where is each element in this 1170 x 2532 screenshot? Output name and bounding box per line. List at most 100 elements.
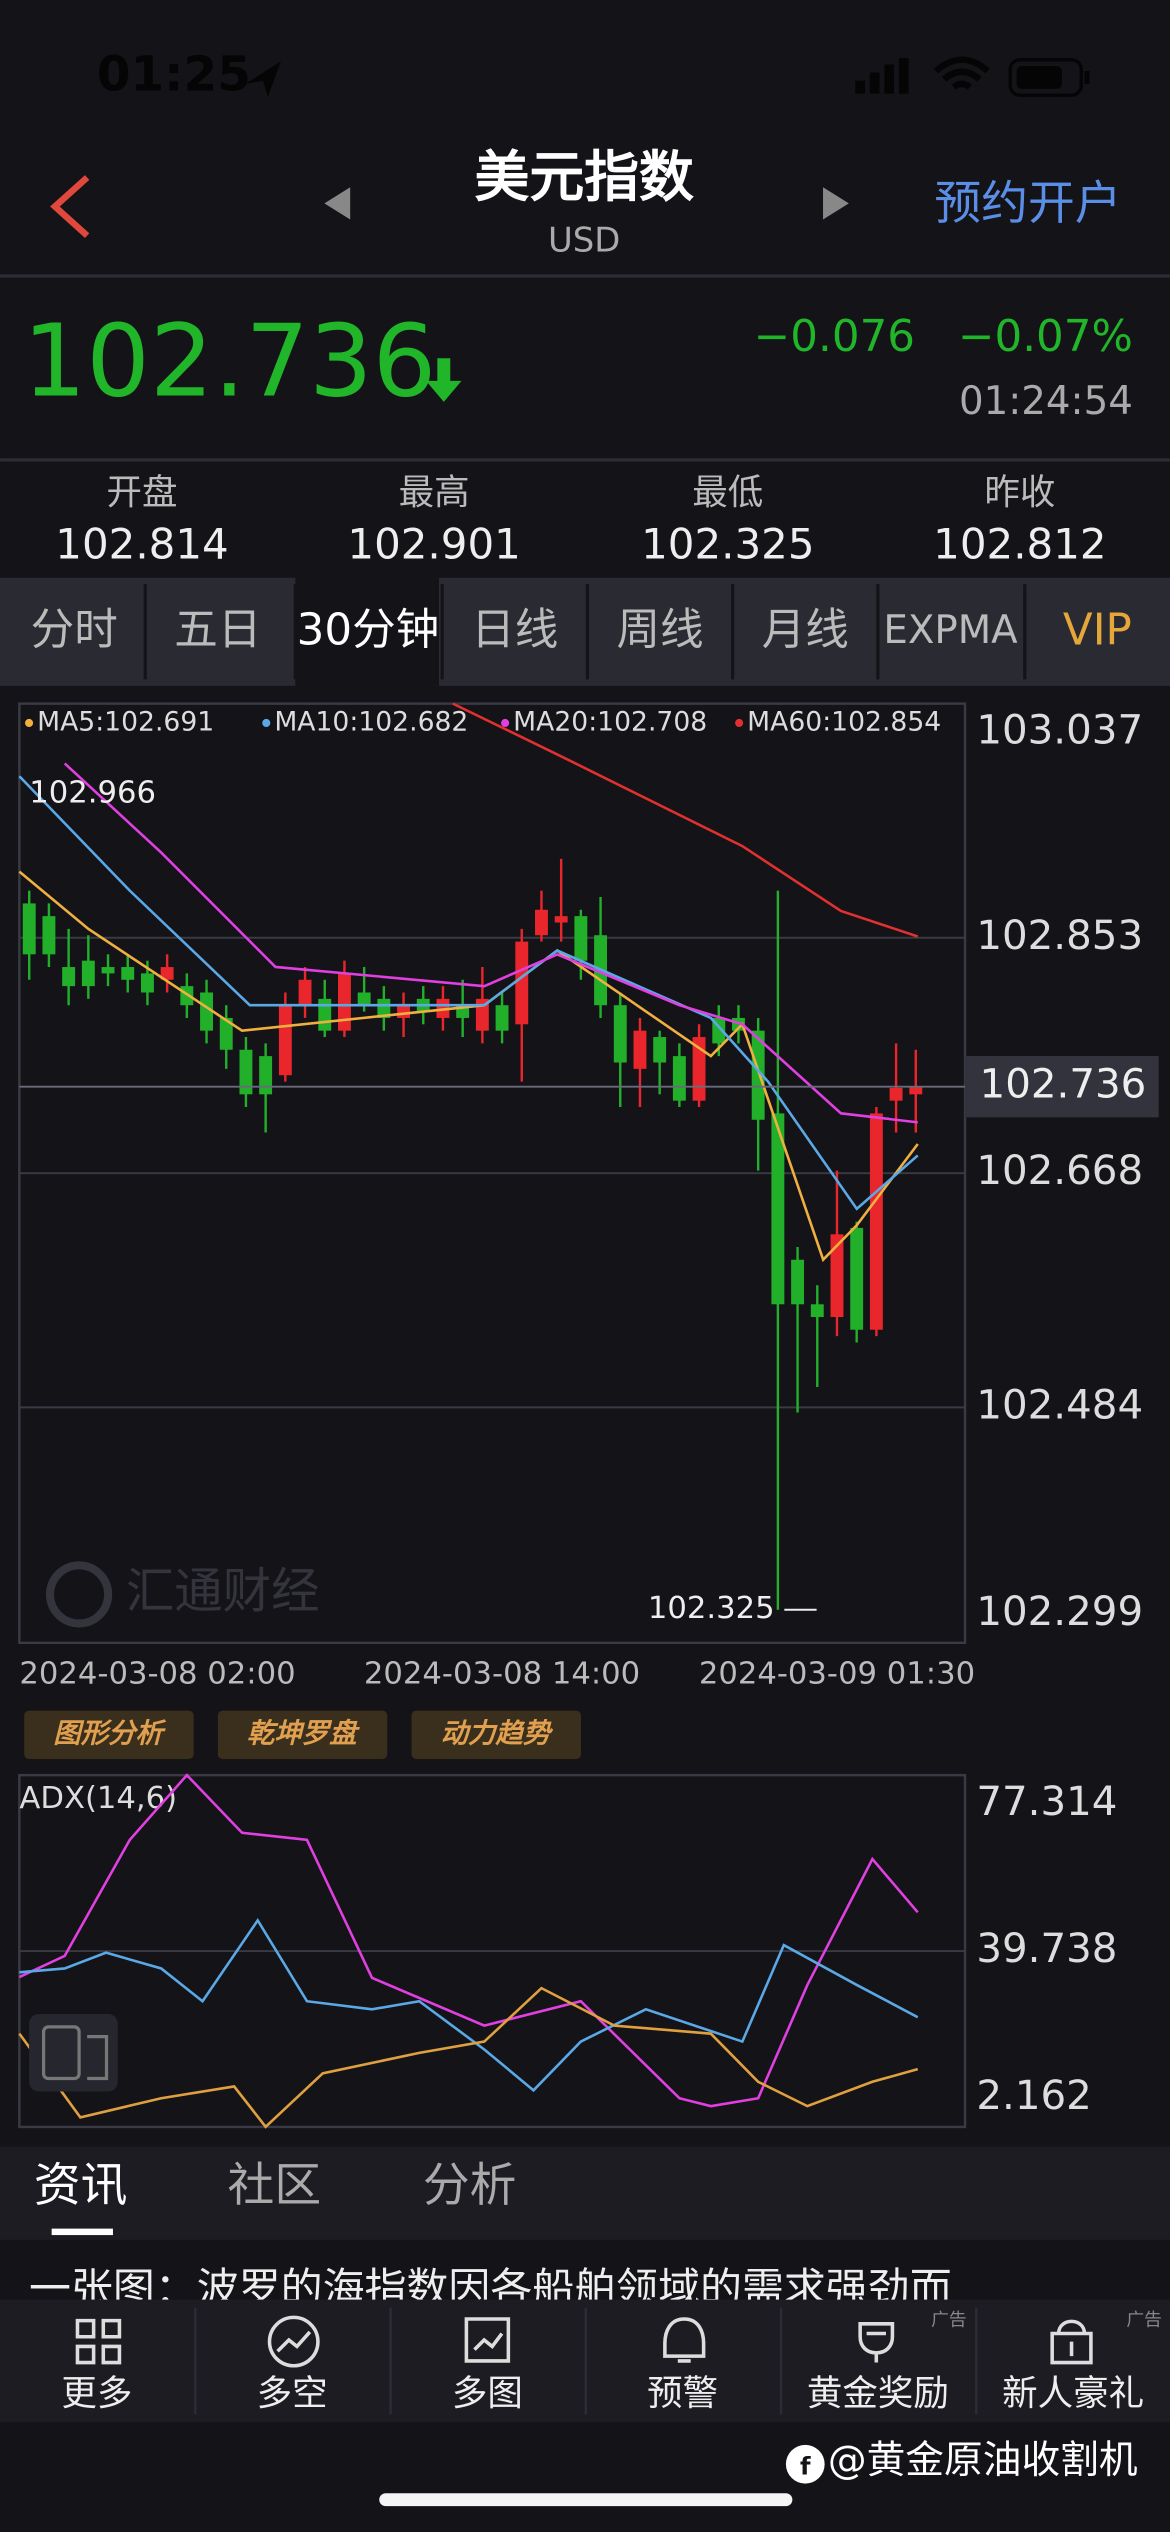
candle-body: [140, 973, 154, 993]
y-tick-label: 39.738: [976, 1925, 1117, 1972]
tabs: 分时 五日 30分钟 日线 周线 月线 EXPMA VIP: [31, 584, 1132, 680]
candle-body: [259, 1056, 273, 1095]
nav-icon[interactable]: [663, 2317, 706, 2363]
nav-label[interactable]: 更多: [61, 2373, 132, 2414]
legend-entry: MA5:102.691: [37, 706, 214, 737]
change-pct: −0.07%: [958, 312, 1133, 362]
candle-body: [751, 1030, 765, 1120]
candle-body: [850, 1227, 864, 1330]
watermark-text: 汇通财经: [126, 1563, 320, 1619]
candle-body: [771, 1113, 785, 1305]
candle-body: [574, 916, 588, 961]
legend-dot: [25, 718, 34, 728]
candle-body: [298, 979, 312, 1006]
candle-body: [889, 1087, 903, 1101]
candle-body: [515, 941, 529, 1025]
nav-label[interactable]: 多图: [452, 2373, 523, 2414]
legend-entry: MA10:102.682: [274, 706, 468, 737]
tab[interactable]: 五日: [174, 606, 261, 656]
stat-label: 最高: [399, 472, 470, 513]
landscape-button[interactable]: [29, 2013, 118, 2092]
tab[interactable]: EXPMA: [883, 608, 1018, 653]
down-arrow: [426, 358, 462, 402]
line-series: [18, 870, 919, 1263]
candle-body: [81, 960, 95, 987]
legend-entry: MA20:102.708: [513, 706, 707, 737]
title: 美元指数: [474, 145, 694, 209]
candle-body: [613, 1005, 627, 1063]
candle-body: [62, 967, 76, 987]
kline-chart: 103.037102.853102.668102.484102.2992024-…: [18, 702, 1159, 1692]
news-tab[interactable]: 分析: [423, 2159, 517, 2213]
nav-icon[interactable]: [464, 2317, 511, 2363]
signal-icon: [855, 58, 909, 94]
news-tab-bar: [0, 2146, 1170, 2240]
candle-body: [830, 1234, 844, 1318]
candle-body: [633, 1030, 647, 1069]
candle-body: [909, 1086, 923, 1095]
stat-value: 102.814: [55, 520, 228, 569]
back-button[interactable]: [50, 175, 90, 239]
adx-title: ADX(14,6): [19, 1781, 177, 1816]
news-tab-indicator: [51, 2228, 113, 2236]
news-tabs: 资讯 社区 分析: [34, 2159, 516, 2213]
nav-label[interactable]: 多空: [257, 2373, 328, 2414]
nav-icon[interactable]: [1050, 2319, 1093, 2365]
line-series: [18, 1986, 919, 2129]
tab-bar: [0, 577, 1170, 686]
tool-button[interactable]: 动力趋势: [441, 1718, 554, 1749]
nav-label[interactable]: 黄金奖励: [807, 2373, 949, 2414]
logo-f: f: [800, 2452, 811, 2480]
y-tick-label: 102.668: [976, 1147, 1143, 1194]
stats: 开盘 102.814 最高 102.901 最低 102.325 昨收 102.812: [55, 472, 1106, 569]
tab[interactable]: 周线: [616, 606, 703, 656]
nav-label[interactable]: 新人豪礼: [1002, 2373, 1144, 2414]
candle-body: [377, 998, 391, 1018]
x-tick-label: 2024-03-09 01:30: [699, 1657, 975, 1692]
candle-body: [535, 909, 548, 936]
candle-body: [22, 903, 36, 955]
news-tab[interactable]: 社区: [228, 2159, 322, 2213]
price: 102.736: [23, 302, 437, 419]
home-indicator: [379, 2493, 793, 2507]
candle-body: [810, 1304, 824, 1318]
tool-button[interactable]: 乾坤罗盘: [247, 1718, 360, 1749]
x-tick-label: 2024-03-08 02:00: [19, 1657, 295, 1692]
x-tick-label: 2024-03-08 14:00: [364, 1657, 640, 1692]
y-tick-label: 102.299: [976, 1588, 1143, 1635]
nav-icon[interactable]: [75, 2318, 122, 2365]
nav-icon[interactable]: [267, 2315, 320, 2368]
tab[interactable]: 日线: [471, 606, 558, 656]
tool-buttons: 图形分析 乾坤罗盘 动力趋势: [24, 1710, 581, 1760]
tool-button-bg[interactable]: [24, 1710, 194, 1760]
watermark: 汇通财经: [46, 1561, 320, 1628]
candle-body: [278, 1005, 292, 1076]
prev-button[interactable]: [324, 187, 351, 220]
change: −0.076: [754, 312, 915, 362]
candle-body: [239, 1049, 253, 1095]
nav-icon[interactable]: [858, 2322, 895, 2363]
tool-button[interactable]: 图形分析: [53, 1718, 166, 1749]
y-tick-label: 102.853: [976, 912, 1143, 959]
nav-label[interactable]: 预警: [647, 2373, 718, 2414]
active-tab: [295, 577, 439, 686]
tab[interactable]: 月线: [762, 606, 849, 656]
news-tab[interactable]: 资讯: [34, 2159, 128, 2213]
tool-button-bg[interactable]: [217, 1710, 388, 1760]
legend-dot: [735, 718, 744, 728]
y-tick-label: 102.484: [976, 1381, 1143, 1428]
home-area: [0, 2422, 1170, 2532]
tool-button-bg[interactable]: [411, 1710, 581, 1760]
stat-value: 102.325: [641, 520, 814, 569]
y-tick-label: 77.314: [976, 1778, 1117, 1825]
tab[interactable]: 30分钟: [297, 606, 440, 656]
stat-value: 102.812: [933, 520, 1106, 569]
next-button[interactable]: [823, 187, 849, 220]
tab[interactable]: VIP: [1063, 606, 1132, 656]
open-account-button[interactable]: 预约开户: [934, 177, 1121, 231]
candle-body: [495, 1005, 509, 1031]
tab[interactable]: 分时: [31, 606, 118, 656]
